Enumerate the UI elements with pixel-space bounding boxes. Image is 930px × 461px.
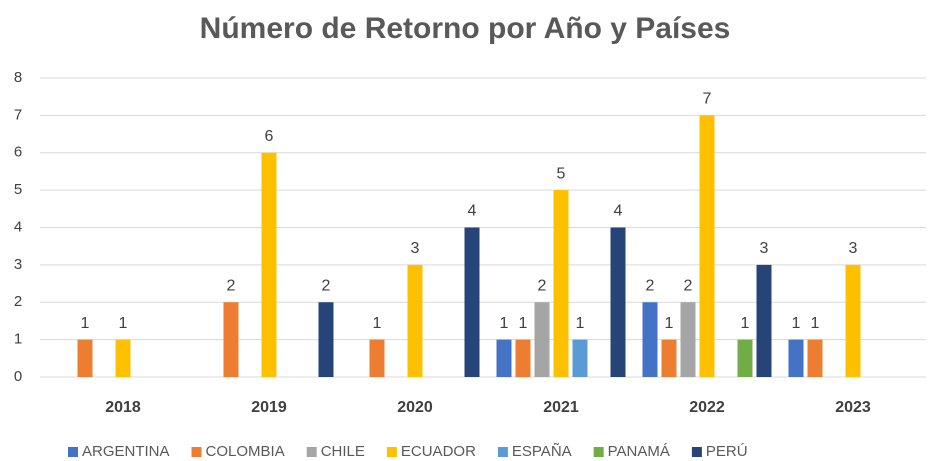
bar: [407, 264, 423, 377]
x-tick-label: 2022: [689, 399, 725, 416]
legend-label: CHILE: [321, 443, 365, 460]
data-label: 2: [322, 277, 331, 294]
y-tick-label: 4: [14, 218, 22, 235]
chart-title: Número de Retorno por Año y Países: [200, 12, 731, 45]
bar: [661, 339, 677, 377]
bar: [737, 339, 753, 377]
x-tick-label: 2020: [397, 399, 433, 416]
legend-swatch: [691, 447, 702, 457]
legend-swatch: [191, 447, 202, 457]
legend-swatch: [306, 447, 317, 457]
legend-label: PERÚ: [706, 443, 748, 460]
data-label: 1: [741, 315, 750, 332]
data-label: 5: [557, 165, 566, 182]
bar: [680, 302, 696, 377]
legend-label: PANAMÁ: [608, 443, 670, 460]
legend-swatch: [68, 447, 78, 457]
data-label: 6: [265, 128, 274, 145]
bar: [610, 227, 626, 377]
x-tick-label: 2018: [105, 399, 141, 416]
bar: [496, 339, 512, 377]
bar: [572, 339, 588, 377]
bar: [642, 302, 658, 377]
legend-swatch: [386, 447, 397, 457]
bar: [77, 339, 93, 377]
legend-swatch: [497, 447, 508, 457]
bar: [756, 264, 772, 377]
y-tick-label: 2: [14, 293, 22, 310]
data-label: 1: [811, 315, 820, 332]
data-label: 2: [646, 277, 655, 294]
data-label: 1: [373, 315, 382, 332]
y-tick-label: 1: [14, 331, 22, 348]
data-label: 4: [468, 203, 477, 220]
y-tick-label: 6: [14, 144, 22, 161]
data-label: 2: [684, 277, 693, 294]
bar: [318, 302, 334, 377]
y-tick-label: 7: [14, 106, 22, 123]
data-label: 3: [411, 240, 420, 257]
bar: [807, 339, 823, 377]
legend-swatch: [593, 447, 604, 457]
x-tick-label: 2019: [251, 399, 287, 416]
bar: [553, 190, 569, 377]
y-tick-label: 0: [14, 368, 22, 385]
data-label: 1: [576, 315, 585, 332]
bar: [788, 339, 804, 377]
data-label: 2: [227, 277, 236, 294]
data-label: 1: [81, 315, 90, 332]
data-label: 3: [760, 240, 769, 257]
data-label: 1: [665, 315, 674, 332]
bar: [223, 302, 239, 377]
bar: [515, 339, 531, 377]
bar: [115, 339, 131, 377]
data-label: 1: [519, 315, 528, 332]
bar: [261, 152, 277, 377]
data-label: 2: [538, 277, 547, 294]
data-label: 7: [703, 91, 712, 108]
bar: [369, 339, 385, 377]
data-label: 1: [500, 315, 509, 332]
x-tick-label: 2023: [835, 399, 871, 416]
data-label: 1: [119, 315, 128, 332]
data-label: 3: [849, 240, 858, 257]
y-tick-label: 5: [14, 181, 22, 198]
legend-label: ECUADOR: [401, 443, 476, 460]
bar: [464, 227, 480, 377]
legend-label: COLOMBIA: [206, 443, 285, 460]
data-label: 4: [614, 203, 623, 220]
bar: [699, 115, 715, 377]
legend-label: ARGENTINA: [82, 443, 170, 460]
y-tick-label: 8: [14, 69, 22, 86]
x-tick-label: 2021: [543, 399, 579, 416]
bar: [845, 264, 861, 377]
bar: [534, 302, 550, 377]
data-label: 1: [792, 315, 801, 332]
y-tick-label: 3: [14, 256, 22, 273]
legend-label: ESPAÑA: [512, 443, 572, 460]
